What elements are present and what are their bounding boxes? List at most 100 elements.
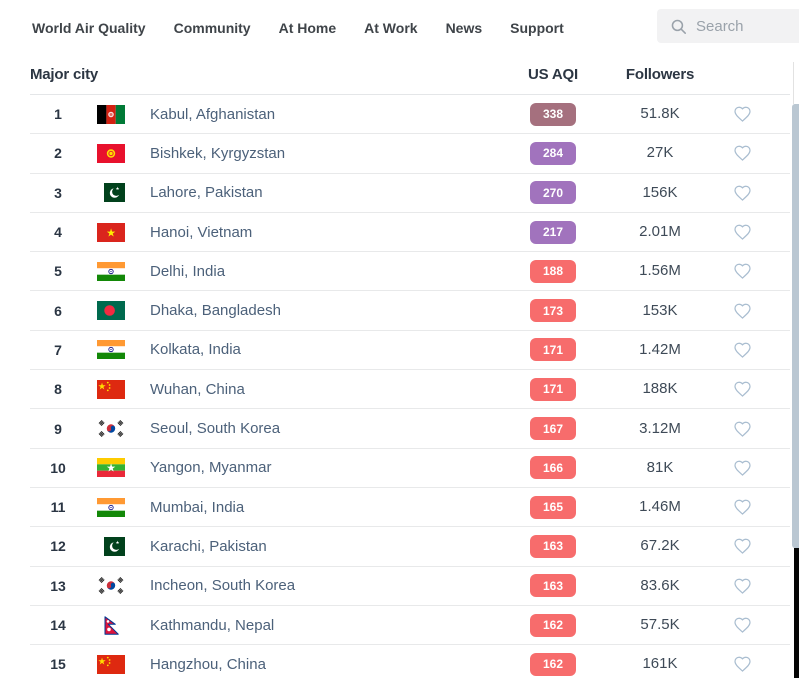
city-link[interactable]: Hangzhou, China [150,655,266,673]
city-link[interactable]: Incheon, South Korea [150,577,296,595]
followers-count: 51.8K [640,105,680,123]
table-row[interactable]: 8 ★ Wuhan, China 171 188K [30,370,790,410]
aqi-badge: 188 [530,259,576,283]
table-row[interactable]: 2 Bishkek, Kyrgyzstan 284 27K [30,134,790,174]
followers-count: 83.6K [640,576,680,594]
followers-count: 153K [642,301,678,319]
nav-item-support[interactable]: Support [510,19,564,36]
city-link[interactable]: Hanoi, Vietnam [150,223,253,241]
nav-item-news[interactable]: News [445,19,483,36]
heart-outline-icon[interactable] [733,459,752,477]
nav-item-at-work[interactable]: At Work [364,19,418,36]
flag-icon-kr [97,576,125,596]
followers-count: 57.5K [640,616,680,633]
followers-count: 188K [642,380,678,398]
rank-label: 1 [54,106,62,123]
search-box[interactable] [657,9,799,43]
heart-outline-icon[interactable] [733,577,752,595]
rank-label: 11 [50,499,66,516]
followers-count: 1.46M [639,498,681,516]
followers-count: 156K [642,183,678,201]
aqi-badge: 284 [530,141,576,165]
city-link[interactable]: Yangon, Myanmar [150,459,272,477]
city-link[interactable]: Bishkek, Kyrgyzstan [150,144,286,162]
svg-text:★: ★ [115,186,120,191]
table-row[interactable]: 11 Mumbai, India 165 1.46M [30,488,790,528]
flag-icon-kr [97,419,125,439]
heart-outline-icon[interactable] [733,380,752,398]
major-city-table: Major city US AQI Followers 1 Kabul, Afg… [30,55,790,678]
followers-count: 2.01M [639,223,681,241]
city-link[interactable]: Mumbai, India [150,498,245,516]
flag-icon-cn: ★ [97,379,125,399]
rank-label: 3 [54,184,62,201]
city-link[interactable]: Seoul, South Korea [150,420,281,438]
heart-outline-icon[interactable] [733,341,752,359]
rank-label: 12 [50,538,66,555]
city-link[interactable]: Karachi, Pakistan [150,537,267,555]
table-row[interactable]: 7 Kolkata, India 171 1.42M [30,331,790,371]
heart-outline-icon[interactable] [733,302,752,320]
table-row[interactable]: 6 Dhaka, Bangladesh 173 153K [30,291,790,331]
table-row[interactable]: 3 ★ Lahore, Pakistan 270 156K [30,174,790,213]
city-link[interactable]: Dhaka, Bangladesh [150,302,281,320]
flag-icon-in [97,261,125,281]
table-row[interactable]: 10 ★ Yangon, Myanmar 166 81K [30,449,790,488]
aqi-badge: 173 [530,299,576,323]
svg-text:★: ★ [115,540,120,545]
top-nav: World Air Quality Community At Home At Work… [0,0,799,55]
flag-icon-cn: ★ [97,654,125,674]
followers-count: 1.56M [639,262,681,280]
rank-label: 5 [54,263,62,280]
aqi-badge: 163 [530,534,576,558]
table-header: Major city US AQI Followers [30,55,790,95]
rank-label: 8 [54,381,62,398]
city-link[interactable]: Delhi, India [150,262,226,280]
followers-count: 81K [646,458,674,476]
city-link[interactable]: Lahore, Pakistan [150,184,263,202]
heart-outline-icon[interactable] [733,498,752,516]
aqi-badge: 338 [530,102,576,126]
svg-text:★: ★ [106,463,116,475]
table-row[interactable]: 5 Delhi, India 188 1.56M [30,252,790,292]
table-row[interactable]: 12 ★ Karachi, Pakistan 163 67.2K [30,527,790,567]
scrollbar-thumb[interactable] [792,104,799,548]
heart-outline-icon[interactable] [733,105,752,123]
heart-outline-icon[interactable] [733,223,752,241]
table-row[interactable]: 15 ★ Hangzhou, China 162 161K [30,645,790,678]
search-input[interactable] [696,17,786,35]
heart-outline-icon[interactable] [733,420,752,438]
nav-item-at-home[interactable]: At Home [278,19,337,36]
table-row[interactable]: 14 Kathmandu, Nepal 162 57.5K [30,606,790,646]
rank-label: 9 [54,420,62,437]
heart-outline-icon[interactable] [733,655,752,673]
aqi-badge: 167 [530,417,576,441]
svg-text:★: ★ [98,381,107,392]
city-link[interactable]: Kabul, Afghanistan [150,105,276,123]
flag-icon-np [97,615,125,635]
followers-count: 3.12M [639,419,681,437]
city-link[interactable]: Wuhan, China [150,380,245,398]
table-row[interactable]: 9 Seoul, South Korea 167 3.12M [30,409,790,449]
heart-outline-icon[interactable] [733,144,752,162]
heart-outline-icon[interactable] [733,616,752,634]
city-link[interactable]: Kolkata, India [150,341,241,359]
heart-outline-icon[interactable] [733,537,752,555]
table-row[interactable]: 4 ★ Hanoi, Vietnam 217 2.01M [30,213,790,253]
nav-item-world-air-quality[interactable]: World Air Quality [32,19,146,36]
city-link[interactable]: Kathmandu, Nepal [150,616,275,634]
rank-label: 10 [50,459,66,476]
flag-icon-bd [97,301,125,321]
header-followers: Followers [625,66,695,83]
table-row[interactable]: 13 Incheon, South Korea 163 83.6K [30,567,790,606]
rank-label: 2 [54,145,62,162]
aqi-badge: 163 [530,574,576,598]
heart-outline-icon[interactable] [733,262,752,280]
heart-outline-icon[interactable] [733,184,752,202]
followers-count: 1.42M [639,340,681,358]
table-row[interactable]: 1 Kabul, Afghanistan 338 51.8K [30,95,790,135]
aqi-badge: 270 [530,181,576,205]
nav-item-community[interactable]: Community [173,19,251,36]
aqi-badge: 162 [530,613,576,637]
aqi-badge: 217 [530,220,576,244]
